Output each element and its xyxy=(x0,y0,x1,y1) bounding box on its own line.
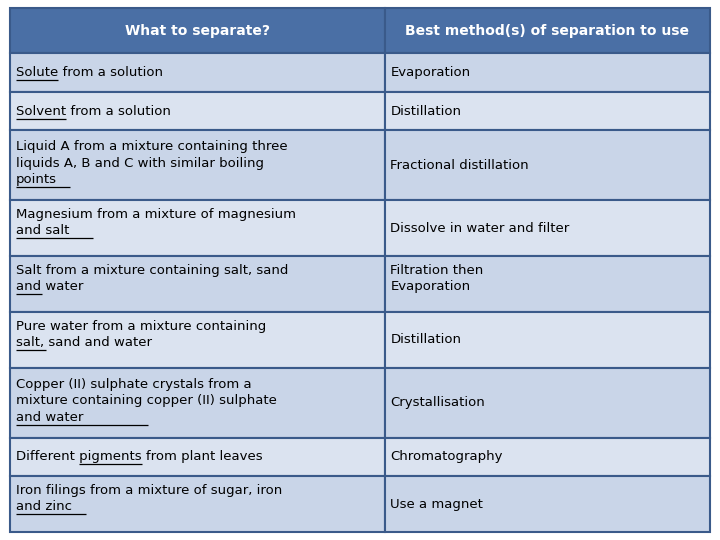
Text: Fractional distillation: Fractional distillation xyxy=(390,159,529,172)
Bar xyxy=(384,312,710,368)
Text: Magnesium from a mixture of magnesium
and salt: Magnesium from a mixture of magnesium an… xyxy=(16,208,296,238)
Bar xyxy=(10,438,384,476)
Bar xyxy=(10,312,384,368)
Text: Copper (II) sulphate crystals from a
mixture containing copper (II) sulphate
and: Copper (II) sulphate crystals from a mix… xyxy=(16,377,277,423)
Text: Different pigments from plant leaves: Different pigments from plant leaves xyxy=(16,450,263,463)
Text: Distillation: Distillation xyxy=(390,333,462,346)
Text: Salt from a mixture containing salt, sand
and water: Salt from a mixture containing salt, san… xyxy=(16,264,289,293)
Text: Solvent from a solution: Solvent from a solution xyxy=(16,105,171,118)
Text: Solute from a solution: Solute from a solution xyxy=(16,66,163,79)
Bar xyxy=(10,92,384,130)
Bar xyxy=(384,130,710,200)
Bar xyxy=(384,8,710,53)
Bar xyxy=(10,256,384,312)
Bar xyxy=(384,53,710,92)
Bar xyxy=(384,92,710,130)
Bar xyxy=(10,130,384,200)
Bar xyxy=(10,8,384,53)
Bar xyxy=(384,256,710,312)
Bar xyxy=(384,438,710,476)
Text: Crystallisation: Crystallisation xyxy=(390,396,485,409)
Text: Evaporation: Evaporation xyxy=(390,66,471,79)
Text: Use a magnet: Use a magnet xyxy=(390,497,483,510)
Bar xyxy=(384,368,710,438)
Bar xyxy=(384,200,710,256)
Text: Liquid A from a mixture containing three
liquids A, B and C with similar boiling: Liquid A from a mixture containing three… xyxy=(16,140,287,186)
Text: Distillation: Distillation xyxy=(390,105,462,118)
Bar xyxy=(10,200,384,256)
Text: Chromatography: Chromatography xyxy=(390,450,503,463)
Bar xyxy=(384,476,710,532)
Bar xyxy=(10,476,384,532)
Text: What to separate?: What to separate? xyxy=(125,24,270,38)
Text: Best method(s) of separation to use: Best method(s) of separation to use xyxy=(405,24,689,38)
Text: Dissolve in water and filter: Dissolve in water and filter xyxy=(390,221,570,234)
Bar xyxy=(10,368,384,438)
Text: Iron filings from a mixture of sugar, iron
and zinc: Iron filings from a mixture of sugar, ir… xyxy=(16,484,282,514)
Text: Filtration then
Evaporation: Filtration then Evaporation xyxy=(390,264,484,293)
Text: Pure water from a mixture containing
salt, sand and water: Pure water from a mixture containing sal… xyxy=(16,320,266,349)
Bar xyxy=(10,53,384,92)
